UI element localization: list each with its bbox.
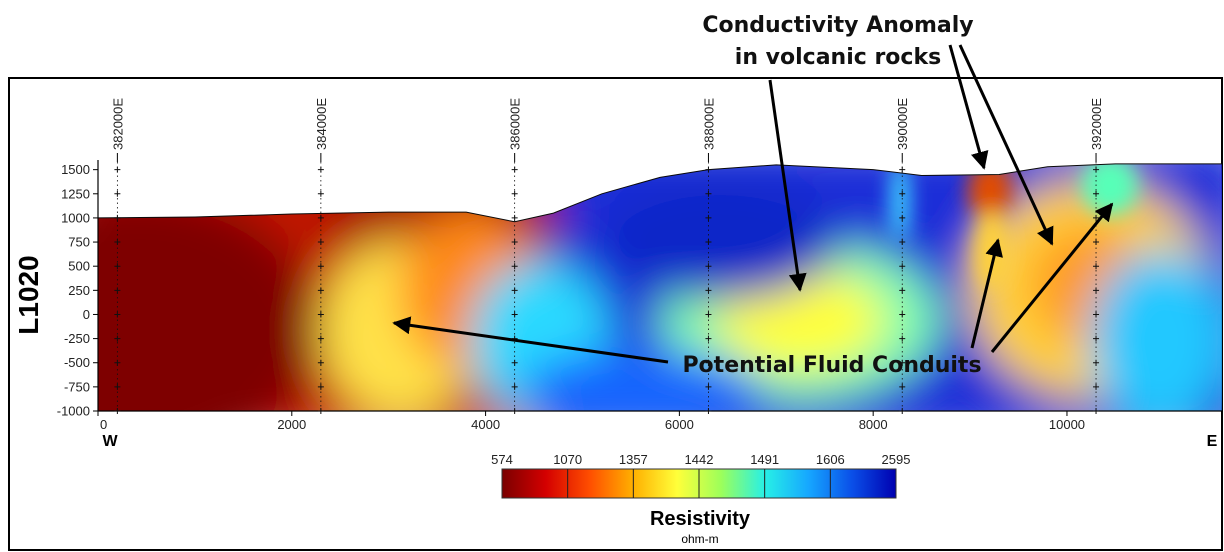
easting-label: 386000E [508, 98, 523, 150]
y-tick-label: 500 [68, 259, 90, 274]
station-cross [899, 383, 906, 390]
colorbar-tick-label: 2595 [882, 452, 911, 467]
x-axis-ticks: 0 2000 4000 6000 8000 10000 [97, 411, 1085, 432]
y-tick-label: 250 [68, 283, 90, 298]
anomaly-annotation-line1: Conductivity Anomaly [702, 13, 973, 38]
arrow-conduit-east [990, 202, 1114, 353]
arrow-anomaly-to-shallow-conductor [948, 44, 989, 170]
colorbar-ticks: 574 1070 1357 1442 1491 1606 2595 [491, 452, 910, 498]
x-tick-label: 0 [100, 417, 107, 432]
station-cross [114, 214, 121, 221]
easting-label: 384000E [314, 98, 329, 150]
colorbar-tick-label: 574 [491, 452, 513, 467]
y-tick-label: -500 [64, 355, 90, 370]
y-tick-label: 1000 [61, 210, 90, 225]
colorbar-tick-label: 1357 [619, 452, 648, 467]
colorbar-tick-label: 1606 [816, 452, 845, 467]
y-tick-label: 0 [83, 307, 90, 322]
y-tick-label: 750 [68, 235, 90, 250]
line-label: L1020 [13, 255, 44, 334]
arrow-conduit-west [392, 316, 669, 364]
arrow-conduit-middle [970, 238, 1003, 349]
station-cross [899, 214, 906, 221]
station-cross [511, 214, 518, 221]
x-tick-label: 10000 [1049, 417, 1085, 432]
x-tick-label: 8000 [859, 417, 888, 432]
colorbar-unit: ohm-m [681, 532, 718, 546]
w-label: W [102, 433, 118, 450]
arrow-anomaly-to-yellow-zone [768, 79, 807, 292]
colorbar-tick-label: 1491 [750, 452, 779, 467]
station-cross [317, 214, 324, 221]
easting-label: 390000E [895, 98, 910, 150]
station-cross [705, 214, 712, 221]
easting-labels: 382000E 384000E 386000E 388000E 390000E 39200… [110, 98, 1104, 162]
annotation-arrows [392, 44, 1114, 364]
station-cross [705, 383, 712, 390]
easting-label: 392000E [1089, 98, 1104, 150]
x-tick-label: 2000 [277, 417, 306, 432]
y-axis-ticks: 1500 1250 1000 750 500 250 0 -250 -500 -750 -1000 [57, 162, 98, 419]
station-cross [317, 383, 324, 390]
station-cross [114, 383, 121, 390]
easting-label: 388000E [701, 98, 716, 150]
station-cross [511, 383, 518, 390]
colorbar-tick-label: 1442 [685, 452, 714, 467]
y-tick-label: -750 [64, 379, 90, 394]
anomaly-annotation-line2: in volcanic rocks [735, 45, 941, 70]
conduits-annotation: Potential Fluid Conduits [682, 353, 981, 378]
station-cross [1093, 383, 1100, 390]
x-tick-label: 4000 [471, 417, 500, 432]
colorbar-title: Resistivity [650, 508, 751, 530]
y-tick-label: 1500 [61, 162, 90, 177]
topography-line [97, 163, 1222, 223]
easting-label: 382000E [110, 98, 125, 150]
y-tick-label: -250 [64, 331, 90, 346]
arrow-anomaly-to-east-zone [958, 44, 1054, 246]
x-tick-label: 6000 [665, 417, 694, 432]
resistivity-section [98, 163, 1222, 411]
e-label: E [1207, 433, 1218, 450]
y-tick-label: 1250 [61, 186, 90, 201]
colorbar-tick-label: 1070 [553, 452, 582, 467]
y-tick-label: -1000 [57, 404, 90, 419]
